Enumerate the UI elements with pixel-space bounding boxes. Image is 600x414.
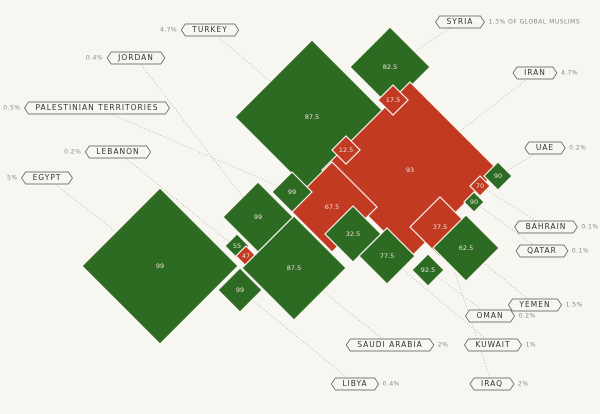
diamond-value: 12.5	[339, 146, 353, 154]
tag-box	[180, 23, 240, 37]
diamond-value: 55	[233, 242, 241, 250]
tag-box	[345, 338, 435, 352]
leader-line	[427, 269, 491, 317]
diamond-value: 82.5	[383, 63, 397, 71]
tag-box	[464, 338, 522, 352]
country-tag: PALESTINIAN TERRITORIES	[36, 103, 159, 112]
country-tag: OMAN	[476, 311, 503, 320]
leader-line	[135, 57, 259, 218]
country-tag: BAHRAIN	[526, 222, 567, 231]
leader-line	[473, 201, 543, 252]
diamond	[241, 215, 347, 321]
country-tag: JORDAN	[117, 53, 154, 62]
country-tag: KUWAIT	[475, 340, 510, 349]
tag-box	[435, 15, 485, 29]
leader-line	[479, 185, 547, 228]
tag-box	[24, 101, 170, 115]
diamond	[217, 267, 263, 313]
share-label: 1.5%	[566, 302, 583, 309]
diamond-value: 70	[476, 182, 484, 190]
share-label: 2%	[438, 342, 449, 349]
diamond-value: 77.5	[380, 252, 394, 260]
share-label: 2%	[518, 381, 529, 388]
diamond	[469, 175, 491, 197]
country-tag: LIBYA	[342, 379, 367, 388]
diamond-value: 62.5	[459, 244, 473, 252]
country-tag: EGYPT	[33, 173, 62, 182]
share-label: 0.1%	[581, 224, 598, 231]
country-tag: SAUDI ARABIA	[357, 340, 423, 349]
diamond-value: 99	[156, 262, 164, 270]
diamond-value: 99	[254, 213, 262, 221]
tag-box	[514, 220, 578, 234]
country-tag: YEMEN	[518, 300, 550, 309]
diamond-value: 87.5	[287, 264, 301, 272]
tag-box	[508, 298, 562, 312]
share-label: 4.7%	[160, 27, 177, 34]
share-label: 1.3% OF GLOBAL MUSLIMS	[488, 19, 580, 26]
share-label: 0.2%	[519, 313, 536, 320]
share-label: 0.4%	[383, 381, 400, 388]
share-label: 0.2%	[64, 149, 81, 156]
tag-box	[524, 141, 566, 155]
diamond-value: 32.5	[346, 230, 360, 238]
leader-line	[239, 289, 356, 385]
diamond-value: 99	[288, 188, 296, 196]
diamond	[358, 227, 416, 285]
country-tag: SYRIA	[447, 17, 474, 26]
diamond-value: 92.5	[421, 266, 435, 274]
leader-line	[117, 151, 247, 257]
diamond-value: 17.5	[386, 96, 400, 104]
share-label: 0.2%	[569, 145, 586, 152]
tag-box	[330, 377, 380, 391]
diamond-value: 90	[494, 172, 502, 180]
tag-box	[21, 171, 73, 185]
tag-box	[515, 244, 569, 258]
leader-line	[439, 226, 493, 385]
diamond	[81, 187, 239, 345]
country-tag: LEBANON	[96, 147, 139, 156]
diamond	[432, 214, 500, 282]
diamond-value: 47	[242, 252, 250, 260]
country-tag: IRAQ	[481, 379, 503, 388]
leader-line	[386, 255, 494, 346]
diamond	[271, 171, 313, 213]
share-label: 4.7%	[561, 70, 578, 77]
share-label: 0.5%	[3, 105, 20, 112]
diamond-value: 99	[236, 286, 244, 294]
share-label: 1%	[526, 342, 537, 349]
diamond-value: 87.5	[305, 113, 319, 121]
diamond-value: 93	[406, 166, 414, 174]
diamond	[411, 253, 445, 287]
diamond	[377, 84, 409, 116]
diamond-value: 90	[470, 198, 478, 206]
share-label: 5%	[7, 175, 18, 182]
country-tag: IRAN	[524, 68, 546, 77]
diamond	[331, 135, 361, 165]
tag-box	[84, 145, 152, 159]
tag-box	[512, 66, 558, 80]
country-tag: TURKEY	[191, 25, 228, 34]
tag-box	[106, 51, 166, 65]
share-label: 0.4%	[86, 55, 103, 62]
tag-box	[469, 377, 515, 391]
tag-box	[465, 309, 515, 323]
diamond-value: 37.5	[433, 223, 447, 231]
share-label: 0.1%	[572, 248, 589, 255]
diamond-value: 67.5	[325, 203, 339, 211]
diamond	[463, 191, 485, 213]
country-tag: UAE	[536, 143, 554, 152]
diamond	[483, 161, 513, 191]
country-tag: QATAR	[527, 246, 557, 255]
